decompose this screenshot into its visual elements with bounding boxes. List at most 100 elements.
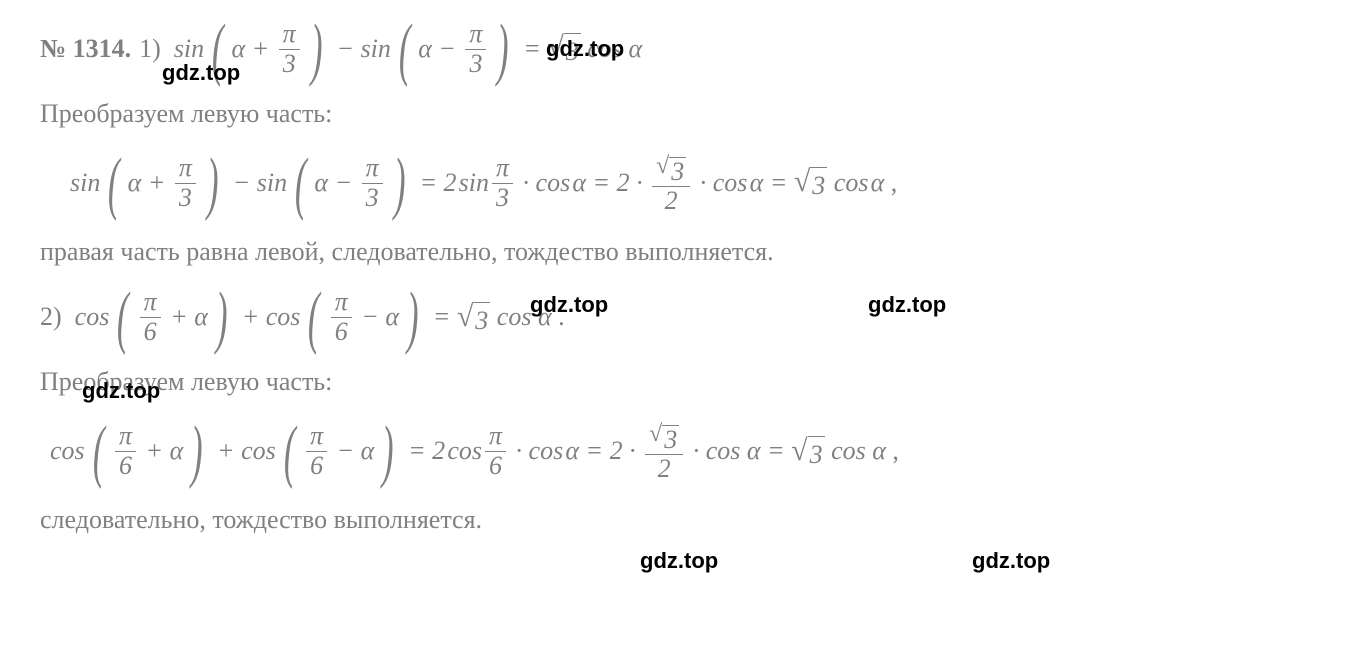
six-symbol: 6 — [306, 452, 327, 481]
part-2-label: 2) — [40, 299, 62, 335]
cos-text: cos — [834, 165, 869, 201]
six-symbol: 6 — [331, 318, 352, 347]
plus-symbol: + — [217, 433, 235, 469]
equals-symbol: = — [408, 433, 426, 469]
cos-text: cos — [241, 433, 276, 469]
pi-symbol: π — [465, 20, 486, 50]
fraction: √3 2 — [652, 151, 690, 216]
alpha-symbol: α — [872, 433, 886, 469]
alpha-symbol: α — [385, 299, 399, 335]
transform-label-1: Преобразуем левую часть: — [40, 96, 1320, 132]
fraction: π6 — [140, 288, 161, 346]
fraction: π 3 — [279, 20, 300, 78]
cos-text: cos — [447, 433, 482, 469]
comma: , — [892, 433, 899, 469]
alpha-symbol: α — [314, 165, 328, 201]
eq2-derivation: cos ( π6 + α ) + cos ( π6 − α ) = 2 cos … — [50, 419, 899, 484]
derivation-1: sin ( α + π3 ) − sin ( α − π3 ) = 2 sin … — [40, 151, 1320, 216]
minus-symbol: − — [233, 165, 251, 201]
equals-symbol: = — [767, 433, 785, 469]
sin-text: sin — [70, 165, 100, 201]
three-symbol: 3 — [279, 50, 300, 79]
plus-symbol: + — [146, 433, 164, 469]
conclusion-2: следовательно, тождество выполняется. — [40, 502, 1320, 538]
alpha-symbol: α — [747, 433, 761, 469]
two-symbol: 2 — [654, 455, 675, 484]
alpha-symbol: α — [128, 165, 142, 201]
three-symbol: 3 — [465, 50, 486, 79]
paren-open-icon: ( — [308, 293, 320, 342]
paren-open-icon: ( — [117, 293, 129, 342]
plus-symbol: + — [252, 31, 270, 67]
pi-symbol: π — [279, 20, 300, 50]
cos-text: cos — [497, 299, 532, 335]
cos-text: cos — [831, 433, 866, 469]
fraction: √3 2 — [645, 419, 683, 484]
problem-number: № 1314. — [40, 31, 131, 67]
equals-symbol: = — [433, 299, 451, 335]
six-symbol: 6 — [485, 452, 506, 481]
alpha-symbol: α — [361, 433, 375, 469]
three-symbol: 3 — [492, 184, 513, 213]
paren-close-icon: ) — [407, 293, 419, 342]
cos-text: cos — [50, 433, 85, 469]
conclusion-1: правая часть равна левой, следовательно,… — [40, 234, 1320, 270]
alpha-symbol: α — [565, 433, 579, 469]
sqrt-3: √3 — [649, 421, 679, 455]
alpha-symbol: α — [628, 31, 642, 67]
watermark-text: gdz.top — [82, 378, 160, 404]
eq1-derivation: sin ( α + π3 ) − sin ( α − π3 ) = 2 sin … — [70, 151, 897, 216]
watermark-text: gdz.top — [530, 292, 608, 318]
alpha-symbol: α — [750, 165, 764, 201]
three-symbol: 3 — [473, 302, 490, 339]
paren-close-icon: ) — [191, 427, 203, 476]
two-symbol: 2 — [610, 433, 623, 469]
watermark-text: gdz.top — [972, 548, 1050, 574]
watermark-text: gdz.top — [868, 292, 946, 318]
minus-symbol: − — [361, 299, 379, 335]
three-symbol: 3 — [810, 167, 827, 204]
sqrt-icon: √ — [457, 296, 473, 338]
sqrt-3: √3 — [656, 153, 686, 187]
cos-text: cos — [536, 165, 571, 201]
equals-symbol: = — [586, 433, 604, 469]
two-symbol: 2 — [661, 187, 682, 216]
sqrt-icon: √ — [649, 421, 662, 447]
equals-symbol: = — [593, 165, 611, 201]
derivation-2: cos ( π6 + α ) + cos ( π6 − α ) = 2 cos … — [40, 419, 1320, 484]
pi-symbol: π — [492, 154, 513, 184]
line-problem-2: 2) cos ( π6 + α ) + cos ( π6 − α ) = √3 … — [40, 288, 1320, 346]
paren-close-icon: ) — [216, 293, 228, 342]
alpha-symbol: α — [871, 165, 885, 201]
watermark-text: gdz.top — [546, 36, 624, 62]
alpha-symbol: α — [170, 433, 184, 469]
paren-close-icon: ) — [311, 25, 323, 74]
sqrt-3: √3 — [794, 161, 827, 204]
paren-close-icon: ) — [382, 427, 394, 476]
paren-close-icon: ) — [393, 159, 405, 208]
plus-symbol: + — [148, 165, 166, 201]
paren-open-icon: ( — [399, 25, 411, 74]
alpha-symbol: α — [572, 165, 586, 201]
pi-symbol: π — [175, 154, 196, 184]
cos-text: cos — [529, 433, 564, 469]
sin-text: sin — [459, 165, 489, 201]
paren-open-icon: ( — [284, 427, 296, 476]
paren-open-icon: ( — [93, 427, 105, 476]
paren-close-icon: ) — [497, 25, 509, 74]
minus-symbol: − — [337, 31, 355, 67]
two-symbol: 2 — [444, 165, 457, 201]
sqrt-icon: √ — [791, 430, 807, 472]
fraction: π6 — [115, 422, 136, 480]
plus-symbol: + — [242, 299, 260, 335]
three-symbol: 3 — [662, 425, 679, 455]
fraction: π6 — [485, 422, 506, 480]
sqrt-icon: √ — [656, 153, 669, 179]
sqrt3-num: √3 — [645, 419, 683, 456]
fraction: π6 — [331, 288, 352, 346]
equals-symbol: = — [523, 31, 541, 67]
eq2-lhs: cos ( π6 + α ) + cos ( π6 − α ) = √3 cos… — [75, 288, 565, 346]
cos-text: cos — [713, 165, 748, 201]
fraction: π3 — [362, 154, 383, 212]
pi-symbol: π — [331, 288, 352, 318]
